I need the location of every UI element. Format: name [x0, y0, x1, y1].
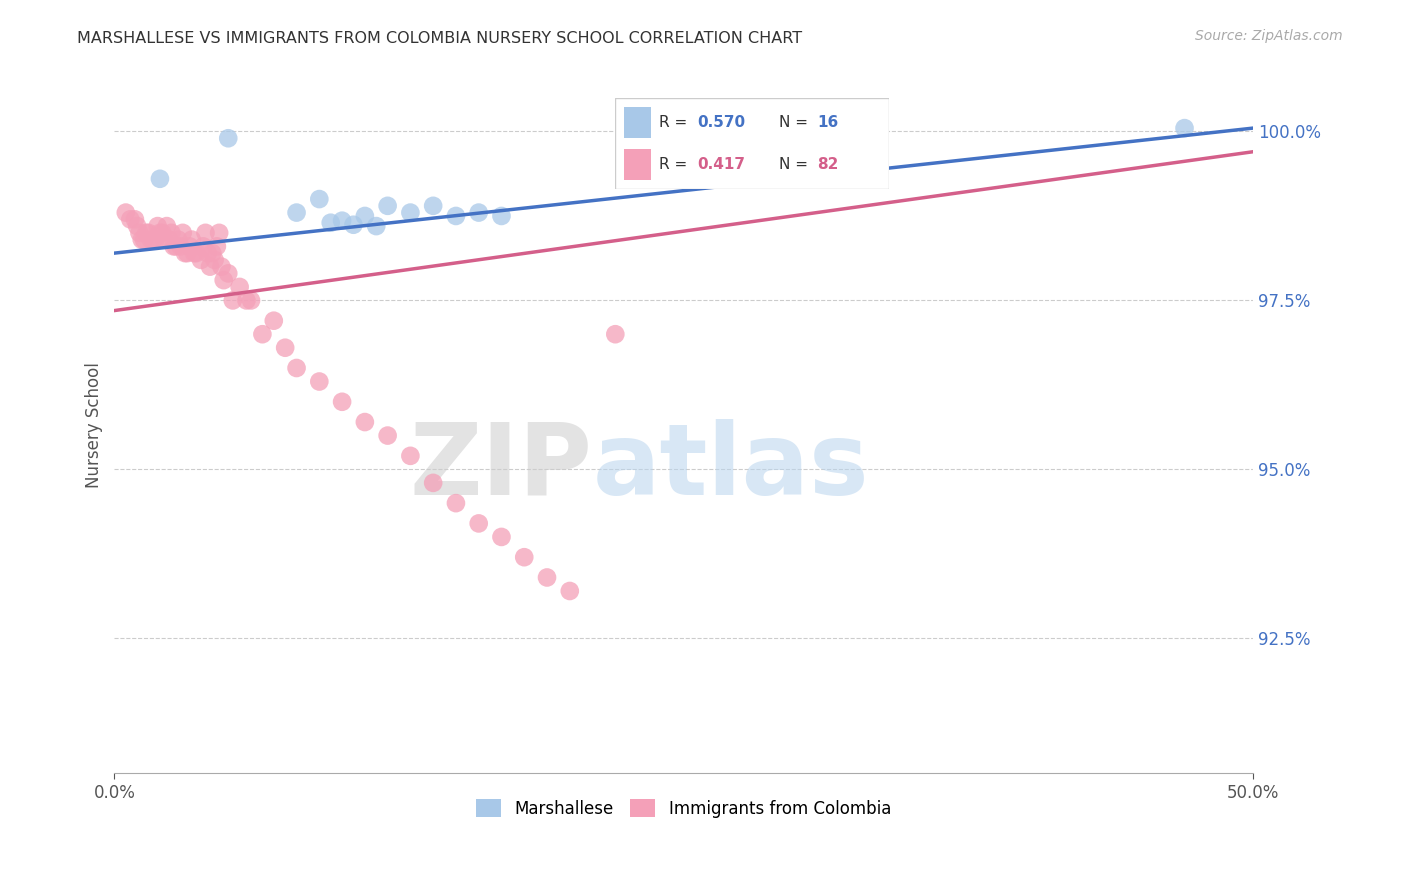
Point	[217, 131, 239, 145]
Point	[150, 226, 173, 240]
Point	[179, 239, 201, 253]
Point	[536, 570, 558, 584]
Point	[146, 219, 169, 233]
Text: Source: ZipAtlas.com: Source: ZipAtlas.com	[1195, 29, 1343, 43]
Point	[124, 212, 146, 227]
Point	[169, 239, 191, 253]
Point	[377, 428, 399, 442]
Point	[176, 246, 198, 260]
Point	[160, 226, 183, 240]
Point	[172, 226, 194, 240]
Point	[132, 233, 155, 247]
Point	[491, 530, 513, 544]
Point	[183, 246, 205, 260]
Text: ZIP: ZIP	[409, 418, 592, 516]
Point	[145, 233, 167, 247]
Point	[235, 293, 257, 308]
Point	[330, 213, 353, 227]
Point	[212, 273, 235, 287]
Point	[205, 239, 228, 253]
Point	[204, 252, 226, 267]
Point	[377, 199, 399, 213]
Point	[167, 233, 190, 247]
Text: atlas: atlas	[592, 418, 869, 516]
Point	[142, 233, 165, 247]
Point	[1173, 121, 1195, 136]
Point	[444, 209, 467, 223]
Text: MARSHALLESE VS IMMIGRANTS FROM COLOMBIA NURSERY SCHOOL CORRELATION CHART: MARSHALLESE VS IMMIGRANTS FROM COLOMBIA …	[77, 31, 803, 46]
Point	[135, 226, 157, 240]
Point	[422, 199, 444, 213]
Point	[127, 219, 149, 233]
Point	[209, 260, 232, 274]
Point	[153, 233, 176, 247]
Point	[194, 226, 217, 240]
Point	[399, 205, 422, 219]
Point	[198, 260, 221, 274]
Point	[274, 341, 297, 355]
Point	[558, 584, 581, 599]
Point	[190, 252, 212, 267]
Point	[156, 219, 179, 233]
Point	[217, 267, 239, 281]
Point	[149, 226, 172, 240]
Point	[354, 415, 377, 429]
Point	[399, 449, 422, 463]
Point	[491, 209, 513, 223]
Point	[222, 293, 245, 308]
Point	[605, 327, 627, 342]
Point	[513, 550, 536, 565]
Point	[467, 205, 489, 219]
Point	[444, 496, 467, 510]
Point	[157, 233, 180, 247]
Point	[193, 239, 215, 253]
Point	[252, 327, 274, 342]
Point	[139, 233, 162, 247]
Point	[330, 394, 353, 409]
Point	[128, 226, 150, 240]
Point	[120, 212, 142, 227]
Point	[285, 361, 308, 376]
Point	[422, 475, 444, 490]
Point	[366, 219, 388, 233]
Point	[197, 246, 219, 260]
Point	[174, 246, 197, 260]
Point	[285, 205, 308, 219]
Point	[263, 314, 285, 328]
Legend: Marshallese, Immigrants from Colombia: Marshallese, Immigrants from Colombia	[470, 793, 898, 824]
Point	[131, 233, 153, 247]
Point	[467, 516, 489, 531]
Point	[240, 293, 263, 308]
Point	[228, 280, 250, 294]
Point	[180, 233, 202, 247]
Point	[308, 192, 330, 206]
Y-axis label: Nursery School: Nursery School	[86, 362, 103, 489]
Point	[186, 246, 208, 260]
Point	[165, 239, 187, 253]
Point	[354, 209, 377, 223]
Point	[308, 375, 330, 389]
Point	[162, 239, 184, 253]
Point	[201, 246, 224, 260]
Point	[208, 226, 231, 240]
Point	[319, 216, 342, 230]
Point	[138, 226, 160, 240]
Point	[149, 171, 172, 186]
Point	[114, 205, 136, 219]
Point	[342, 218, 364, 232]
